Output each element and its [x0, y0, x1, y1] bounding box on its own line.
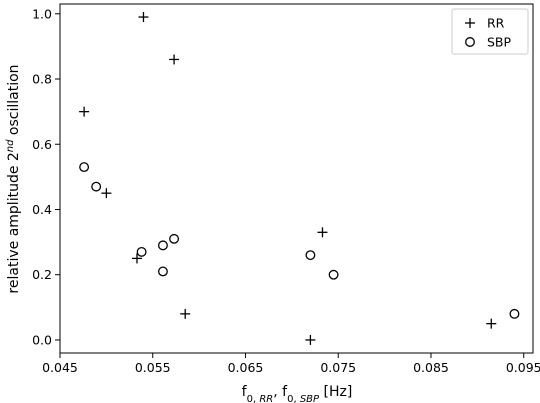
legend-marker-sbp [465, 37, 475, 47]
data-point-sbp [91, 181, 102, 192]
data-point-sbp [509, 308, 520, 319]
x-tick-label: 0.045 [42, 360, 78, 375]
x-axis-label: f0, RR, f0, SBP [Hz] [242, 384, 353, 403]
data-point-sbp [328, 269, 339, 280]
legend-label-sbp: SBP [487, 35, 512, 50]
x-tick-label: 0.085 [413, 360, 449, 375]
data-point-rr [305, 334, 316, 345]
legend-box [451, 8, 529, 55]
legend-label-rr: RR [487, 16, 505, 31]
data-point-rr [138, 12, 149, 23]
data-point-sbp [136, 246, 147, 257]
data-point-rr [131, 253, 142, 264]
data-point-sbp [79, 162, 90, 173]
legend-marker-rr [465, 18, 475, 28]
data-point-rr [79, 106, 90, 117]
x-axis-ticks: 0.045 0.055 0.065 0.075 0.085 0.095 [42, 353, 540, 375]
y-tick-label: 0.2 [32, 267, 52, 282]
data-point-rr [486, 318, 497, 329]
data-point-rr [169, 54, 180, 65]
data-point-rr [180, 308, 191, 319]
y-tick-label: 0.8 [32, 72, 52, 87]
data-point-rr [101, 188, 112, 199]
y-tick-label: 0.0 [32, 332, 52, 347]
data-points [79, 12, 520, 345]
y-tick-label: 1.0 [32, 6, 52, 21]
data-point-sbp [305, 250, 316, 261]
data-point-sbp [157, 266, 168, 277]
x-tick-label: 0.065 [228, 360, 264, 375]
data-point-sbp [157, 240, 168, 251]
x-tick-label: 0.055 [135, 360, 171, 375]
data-point-sbp [169, 233, 180, 244]
y-axis-ticks: 0.0 0.2 0.4 0.6 0.8 1.0 [32, 6, 60, 347]
x-tick-label: 0.075 [320, 360, 356, 375]
x-tick-label: 0.095 [506, 360, 540, 375]
y-axis-label: relative amplitude 2nd oscillation [5, 64, 23, 293]
y-tick-label: 0.4 [32, 202, 52, 217]
plot-area [59, 3, 534, 354]
y-tick-label: 0.6 [32, 137, 52, 152]
legend: RR SBP [451, 8, 529, 55]
data-point-rr [317, 227, 328, 238]
